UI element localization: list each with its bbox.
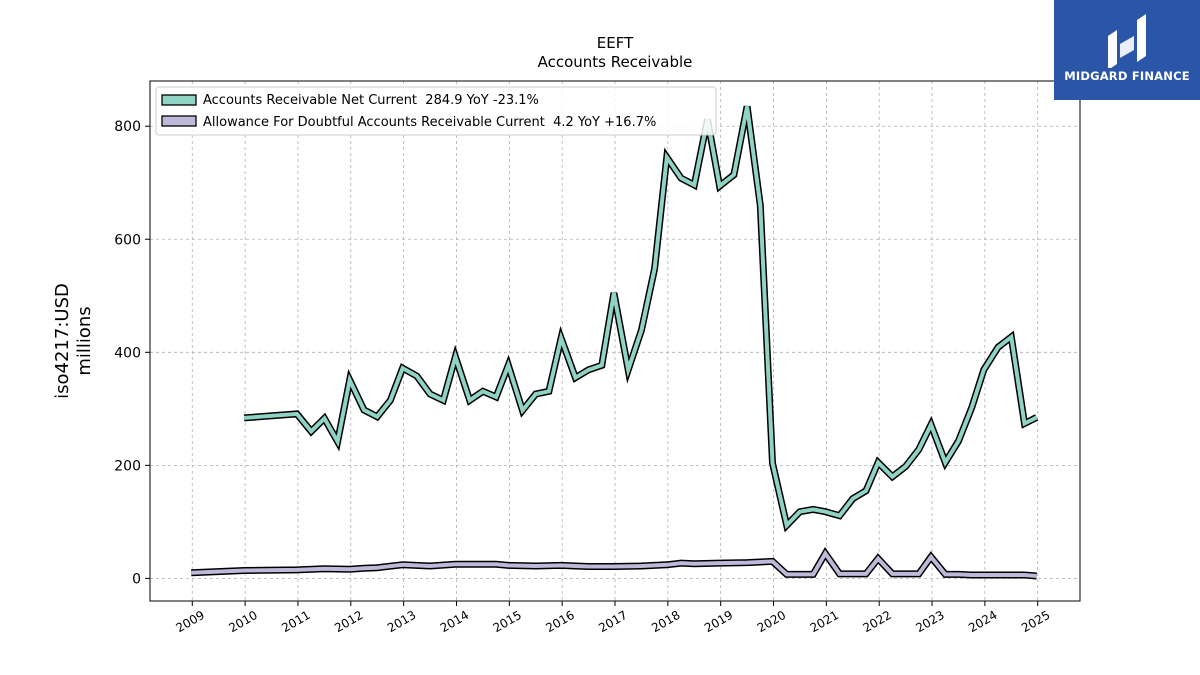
series-layer — [191, 105, 1039, 580]
series-line-1 — [191, 549, 1037, 578]
brand-mark-icon — [1108, 14, 1146, 68]
legend: Accounts Receivable Net Current 284.9 Yo… — [155, 86, 717, 136]
y-tick-label: 800 — [114, 119, 141, 135]
chart-subtitle: Accounts Receivable — [538, 53, 693, 71]
y-tick-label: 600 — [114, 232, 141, 248]
legend-swatch-allowance — [161, 115, 197, 127]
y-axis-ticks: 0 200 400 600 800 — [114, 119, 150, 587]
chart-title: EEFT — [597, 34, 634, 52]
legend-swatch-ar-net — [161, 94, 197, 106]
brand-name: MIDGARD FINANCE — [1064, 69, 1190, 83]
y-tick-label: 400 — [114, 345, 141, 361]
plot-frame — [149, 80, 1081, 602]
legend-label-ar-net: Accounts Receivable Net Current 284.9 Yo… — [203, 93, 539, 108]
y-tick-label: 0 — [132, 571, 141, 587]
series-line-0 — [243, 106, 1038, 530]
legend-frame — [155, 86, 717, 136]
y-axis-label-line2: millions — [74, 306, 95, 375]
brand-logo: MIDGARD FINANCE — [1054, 0, 1200, 100]
y-tick-label: 200 — [114, 458, 141, 474]
legend-label-allowance: Allowance For Doubtful Accounts Receivab… — [203, 115, 656, 130]
y-axis-label-line1: iso4217:USD — [52, 283, 73, 399]
